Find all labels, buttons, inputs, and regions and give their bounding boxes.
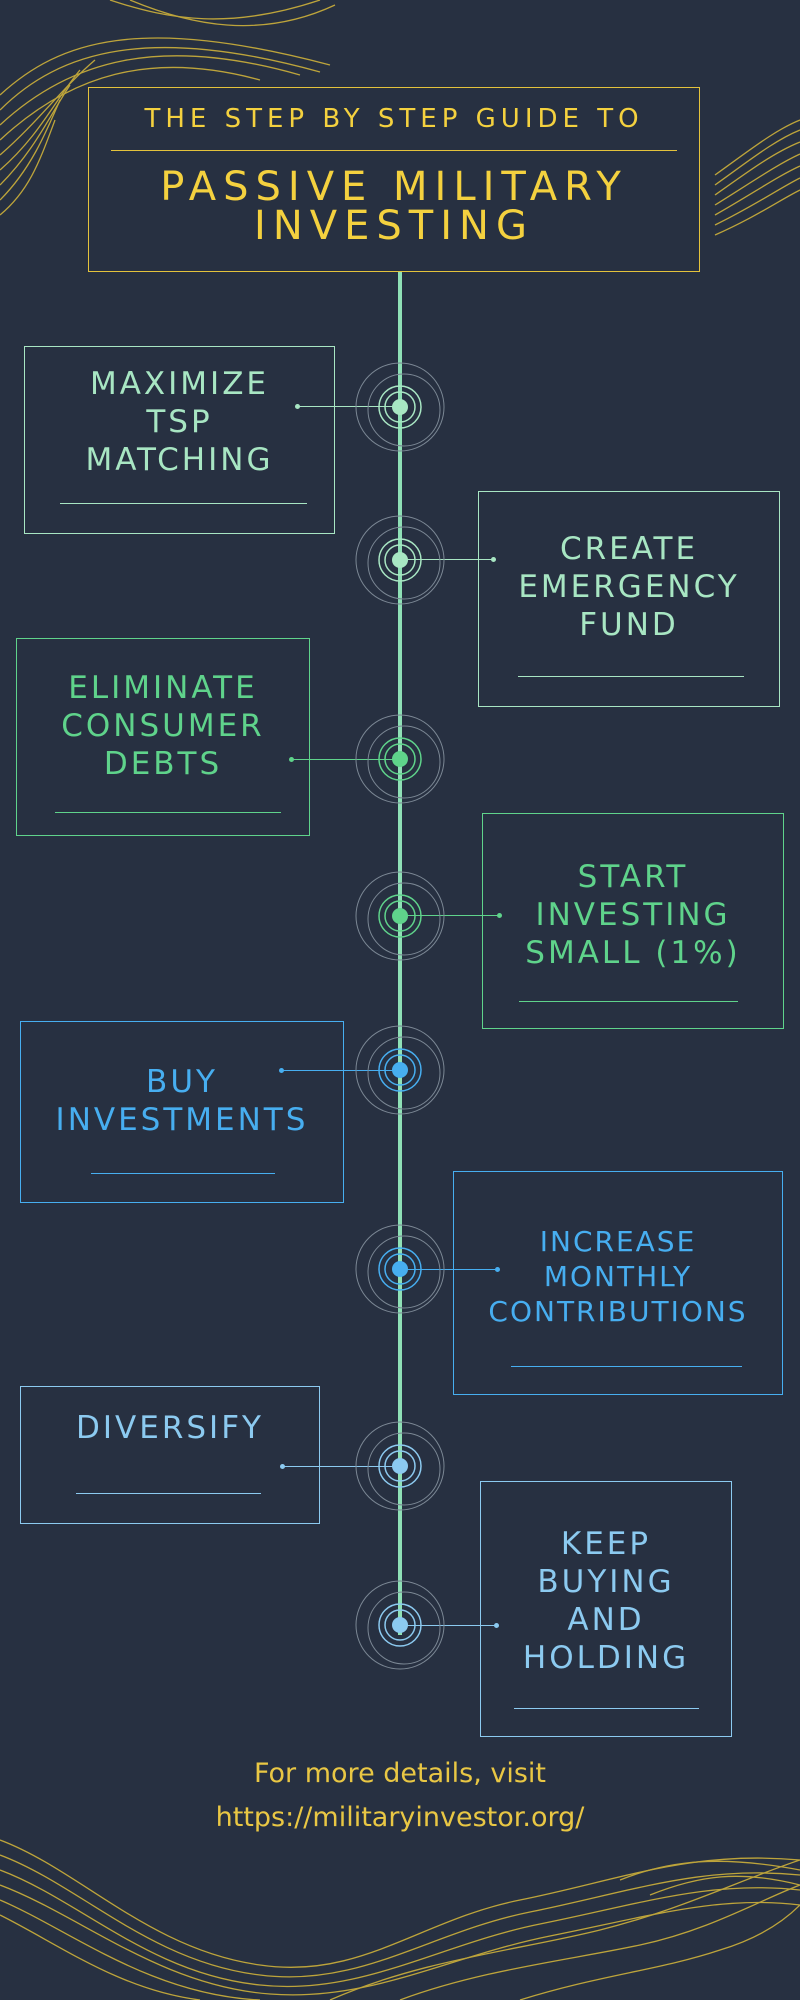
step-card-start-investing-small: START INVESTING SMALL (1%) bbox=[482, 813, 784, 1029]
step-connector bbox=[282, 1070, 400, 1071]
connector-dot bbox=[495, 1267, 500, 1272]
step-card-create-emergency-fund: CREATE EMERGENCY FUND bbox=[478, 491, 780, 707]
connector-dot bbox=[279, 1068, 284, 1073]
step-card-eliminate-consumer-debts: ELIMINATE CONSUMER DEBTS bbox=[16, 638, 310, 836]
step-divider bbox=[60, 503, 307, 504]
connector-dot bbox=[491, 557, 496, 562]
step-connector bbox=[400, 1269, 497, 1270]
timeline-node-1 bbox=[355, 362, 445, 452]
step-divider bbox=[76, 1493, 261, 1494]
title-divider bbox=[111, 150, 677, 151]
step-divider bbox=[91, 1173, 275, 1174]
step-label: START INVESTING SMALL (1%) bbox=[525, 859, 741, 971]
step-connector bbox=[400, 1625, 497, 1626]
step-connector bbox=[400, 915, 499, 916]
timeline-spine bbox=[398, 272, 402, 1635]
timeline-node-4 bbox=[355, 871, 445, 961]
connector-dot bbox=[497, 913, 502, 918]
step-label: MAXIMIZE TSP MATCHING bbox=[85, 366, 274, 478]
step-card-diversify: DIVERSIFY bbox=[20, 1386, 320, 1524]
page-subtitle: THE STEP BY STEP GUIDE TO bbox=[144, 104, 644, 134]
timeline-node-7 bbox=[355, 1421, 445, 1511]
step-card-increase-monthly-contributions: INCREASE MONTHLY CONTRIBUTIONS bbox=[453, 1171, 783, 1395]
connector-dot bbox=[280, 1464, 285, 1469]
connector-dot bbox=[494, 1623, 499, 1628]
connector-dot bbox=[289, 757, 294, 762]
step-divider bbox=[55, 812, 281, 813]
step-label: INCREASE MONTHLY CONTRIBUTIONS bbox=[488, 1225, 748, 1328]
step-card-maximize-tsp-matching: MAXIMIZE TSP MATCHING bbox=[24, 346, 335, 534]
step-divider bbox=[514, 1708, 699, 1709]
step-connector bbox=[283, 1466, 400, 1467]
step-label: BUY INVESTMENTS bbox=[55, 1064, 309, 1138]
title-box: THE STEP BY STEP GUIDE TO PASSIVE MILITA… bbox=[88, 87, 700, 272]
step-label: DIVERSIFY bbox=[76, 1410, 264, 1446]
step-connector bbox=[292, 759, 400, 760]
step-connector bbox=[297, 406, 400, 407]
timeline-node-3 bbox=[355, 714, 445, 804]
connector-dot bbox=[295, 404, 300, 409]
step-label: CREATE EMERGENCY FUND bbox=[518, 531, 740, 643]
timeline-node-5 bbox=[355, 1025, 445, 1115]
step-connector bbox=[400, 559, 494, 560]
step-label: KEEP BUYING AND HOLDING bbox=[522, 1526, 690, 1676]
timeline-node-8 bbox=[355, 1580, 445, 1670]
timeline-node-2 bbox=[355, 515, 445, 605]
step-card-keep-buying-and-holding: KEEP BUYING AND HOLDING bbox=[480, 1481, 732, 1737]
step-label: ELIMINATE CONSUMER DEBTS bbox=[61, 670, 265, 782]
step-divider bbox=[519, 1001, 738, 1002]
timeline-node-6 bbox=[355, 1224, 445, 1314]
step-card-buy-investments: BUY INVESTMENTS bbox=[20, 1021, 344, 1203]
footer-link[interactable]: https://militaryinvestor.org/ bbox=[215, 1802, 585, 1833]
step-divider bbox=[511, 1366, 742, 1367]
page-title: PASSIVE MILITARY INVESTING bbox=[160, 164, 628, 249]
step-divider bbox=[518, 676, 744, 677]
footer-text: For more details, visit bbox=[253, 1758, 547, 1789]
